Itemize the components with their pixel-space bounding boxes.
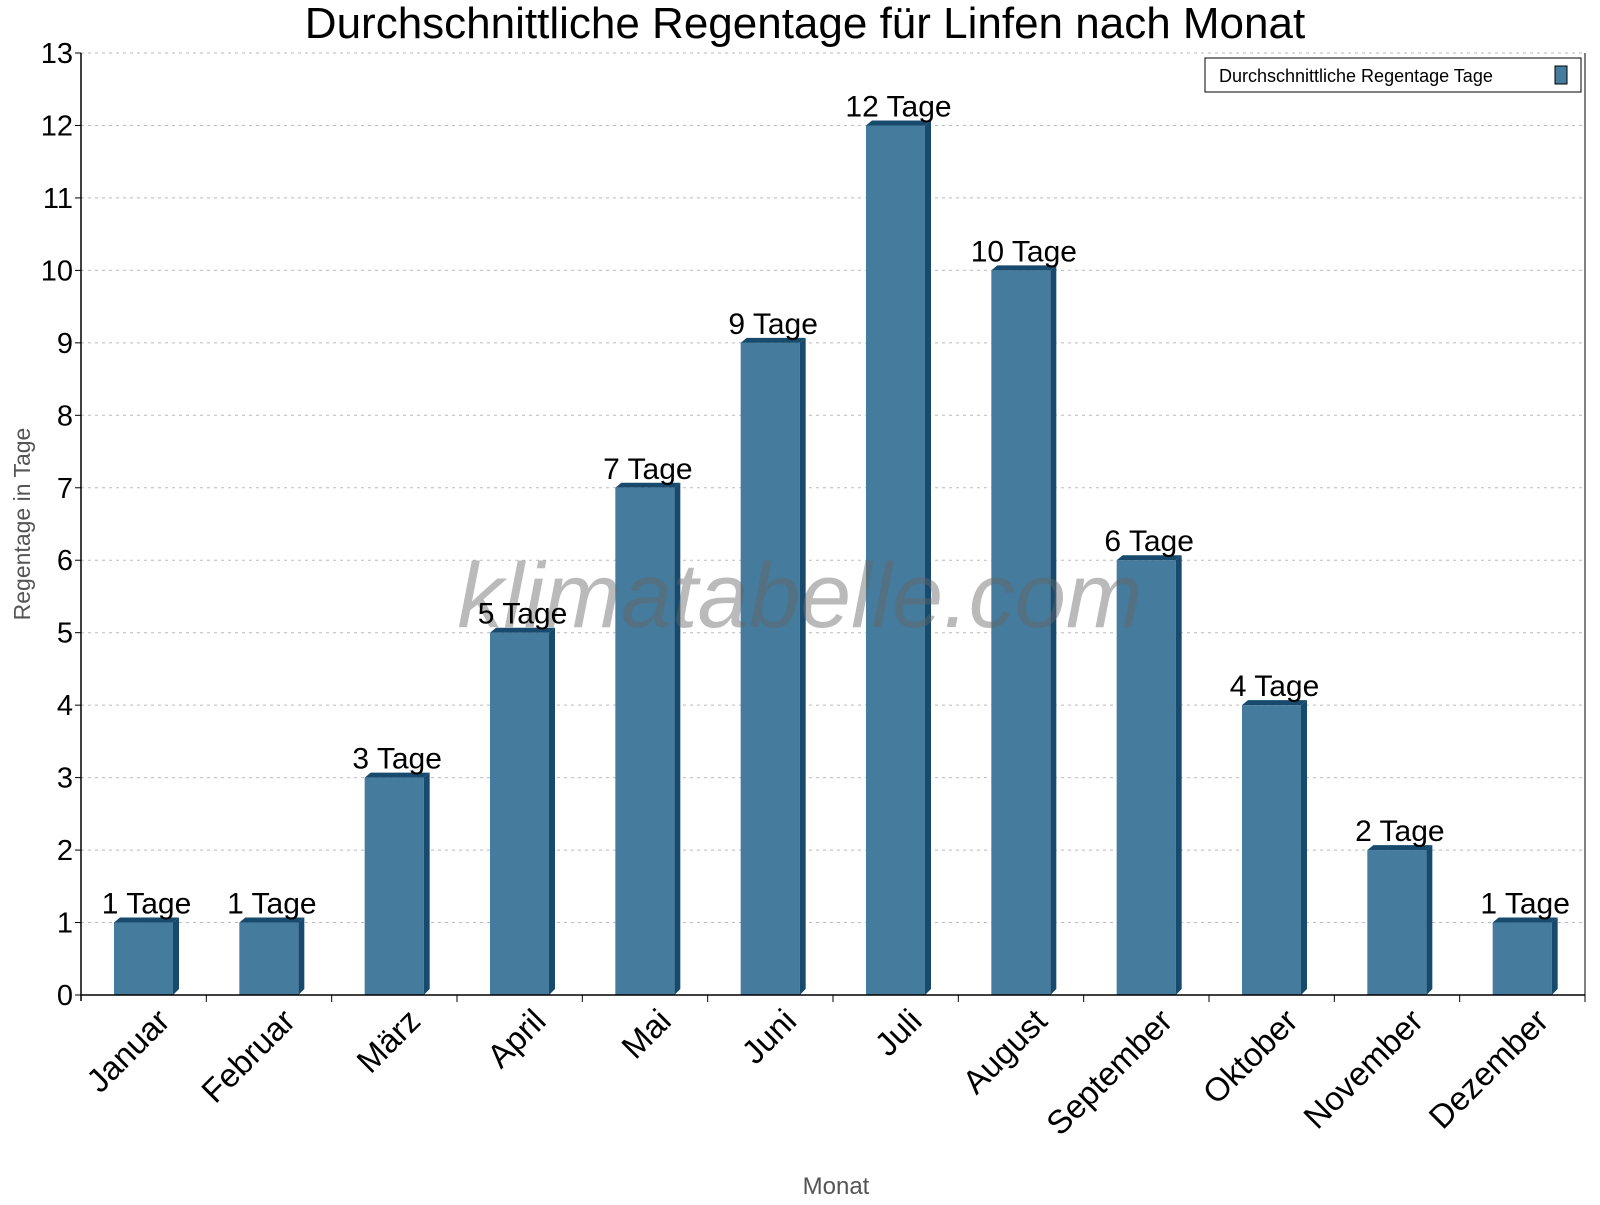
data-label: 3 Tage <box>352 743 442 776</box>
bar-top <box>239 917 305 923</box>
data-label: 12 Tage <box>845 90 951 123</box>
bar-side <box>1301 700 1307 995</box>
bar-top <box>114 917 179 923</box>
data-label: 2 Tage <box>1355 815 1445 848</box>
x-tick-label: Juni <box>734 1002 803 1071</box>
legend-label: Durchschnittliche Regentage Tage <box>1219 66 1493 86</box>
y-tick-label: 8 <box>57 400 73 432</box>
x-tick-label: September <box>1039 1002 1179 1142</box>
bar-side <box>1050 265 1057 995</box>
bar <box>991 270 1051 995</box>
bar-side <box>925 120 931 995</box>
y-tick-label: 7 <box>57 473 73 505</box>
bar-side <box>674 482 681 995</box>
bar <box>239 922 299 995</box>
x-tick-label: Januar <box>79 1002 177 1100</box>
x-tick-label: Oktober <box>1195 1002 1304 1111</box>
bar <box>1116 560 1176 995</box>
y-tick-label: 2 <box>57 835 73 867</box>
x-tick-label: Juli <box>867 1002 928 1063</box>
bar <box>740 342 800 995</box>
data-label: 5 Tage <box>478 598 568 631</box>
bar-side <box>1551 917 1558 995</box>
bar-top <box>364 772 430 778</box>
bar-side <box>298 917 305 995</box>
bar <box>1367 850 1427 995</box>
data-label: 7 Tage <box>603 453 693 486</box>
data-label: 1 Tage <box>102 888 192 921</box>
x-tick-label: August <box>955 1002 1054 1101</box>
y-tick-label: 4 <box>57 690 73 722</box>
bar-side <box>549 627 555 995</box>
data-label: 6 Tage <box>1104 525 1194 558</box>
bar-top <box>1492 917 1558 923</box>
data-label: 4 Tage <box>1230 670 1320 703</box>
bar-top <box>866 120 931 126</box>
x-tick-label: Mai <box>614 1002 678 1066</box>
watermark: klimatabelle.com <box>457 545 1142 647</box>
bar-side <box>423 772 430 995</box>
gridlines <box>81 52 1585 924</box>
bar-side <box>1426 845 1433 995</box>
data-labels: 1 Tage 1 Tage 3 Tage 5 Tage 7 Tage 9 Tage 12 T… <box>102 90 1570 920</box>
x-tick-label: März <box>349 1002 427 1080</box>
x-tick-label: November <box>1296 1002 1430 1136</box>
y-tick-label: 1 <box>57 908 73 940</box>
bar-top <box>1116 555 1182 561</box>
bar-top <box>740 337 806 343</box>
bar-side <box>173 917 179 995</box>
y-tick-label: 9 <box>57 328 73 360</box>
bars <box>114 120 1558 995</box>
legend-swatch <box>1554 65 1568 85</box>
legend: Durchschnittliche Regentage Tage <box>1204 57 1582 93</box>
x-tick-label: April <box>480 1002 553 1075</box>
data-label: 1 Tage <box>227 888 317 921</box>
bar <box>1242 705 1301 995</box>
y-tick-label: 0 <box>57 980 73 1012</box>
bar <box>364 777 424 995</box>
y-tick-label: 11 <box>43 183 73 215</box>
bar <box>1492 922 1552 995</box>
bar-top <box>490 627 555 633</box>
y-tick-label: 3 <box>57 763 73 795</box>
bar <box>615 487 675 995</box>
x-axis-label: Monat <box>803 1173 870 1200</box>
data-label: 10 Tage <box>971 235 1077 268</box>
bar-top <box>615 482 681 488</box>
bar <box>114 922 173 995</box>
y-tick-label: 5 <box>57 618 73 650</box>
legend-box <box>1204 57 1582 93</box>
bar <box>866 125 925 995</box>
bar-side <box>799 337 806 995</box>
x-tick-label: Dezember <box>1421 1002 1555 1136</box>
x-tick-label: Februar <box>194 1002 302 1110</box>
chart-title: Durchschnittliche Regentage für Linfen n… <box>305 0 1305 48</box>
y-tick-label: 12 <box>41 110 73 142</box>
bar-top <box>991 265 1057 271</box>
data-label: 9 Tage <box>728 308 818 341</box>
bar-top <box>1367 845 1433 851</box>
data-label: 1 Tage <box>1480 888 1570 921</box>
y-tick-label: 13 <box>41 38 73 70</box>
bar <box>490 632 549 995</box>
y-axis-label: Regentage in Tage <box>9 428 35 621</box>
y-tick-label: 10 <box>41 255 73 287</box>
y-tick-label: 6 <box>57 545 73 577</box>
bar-top <box>1242 700 1307 706</box>
bar-side <box>1175 555 1182 995</box>
